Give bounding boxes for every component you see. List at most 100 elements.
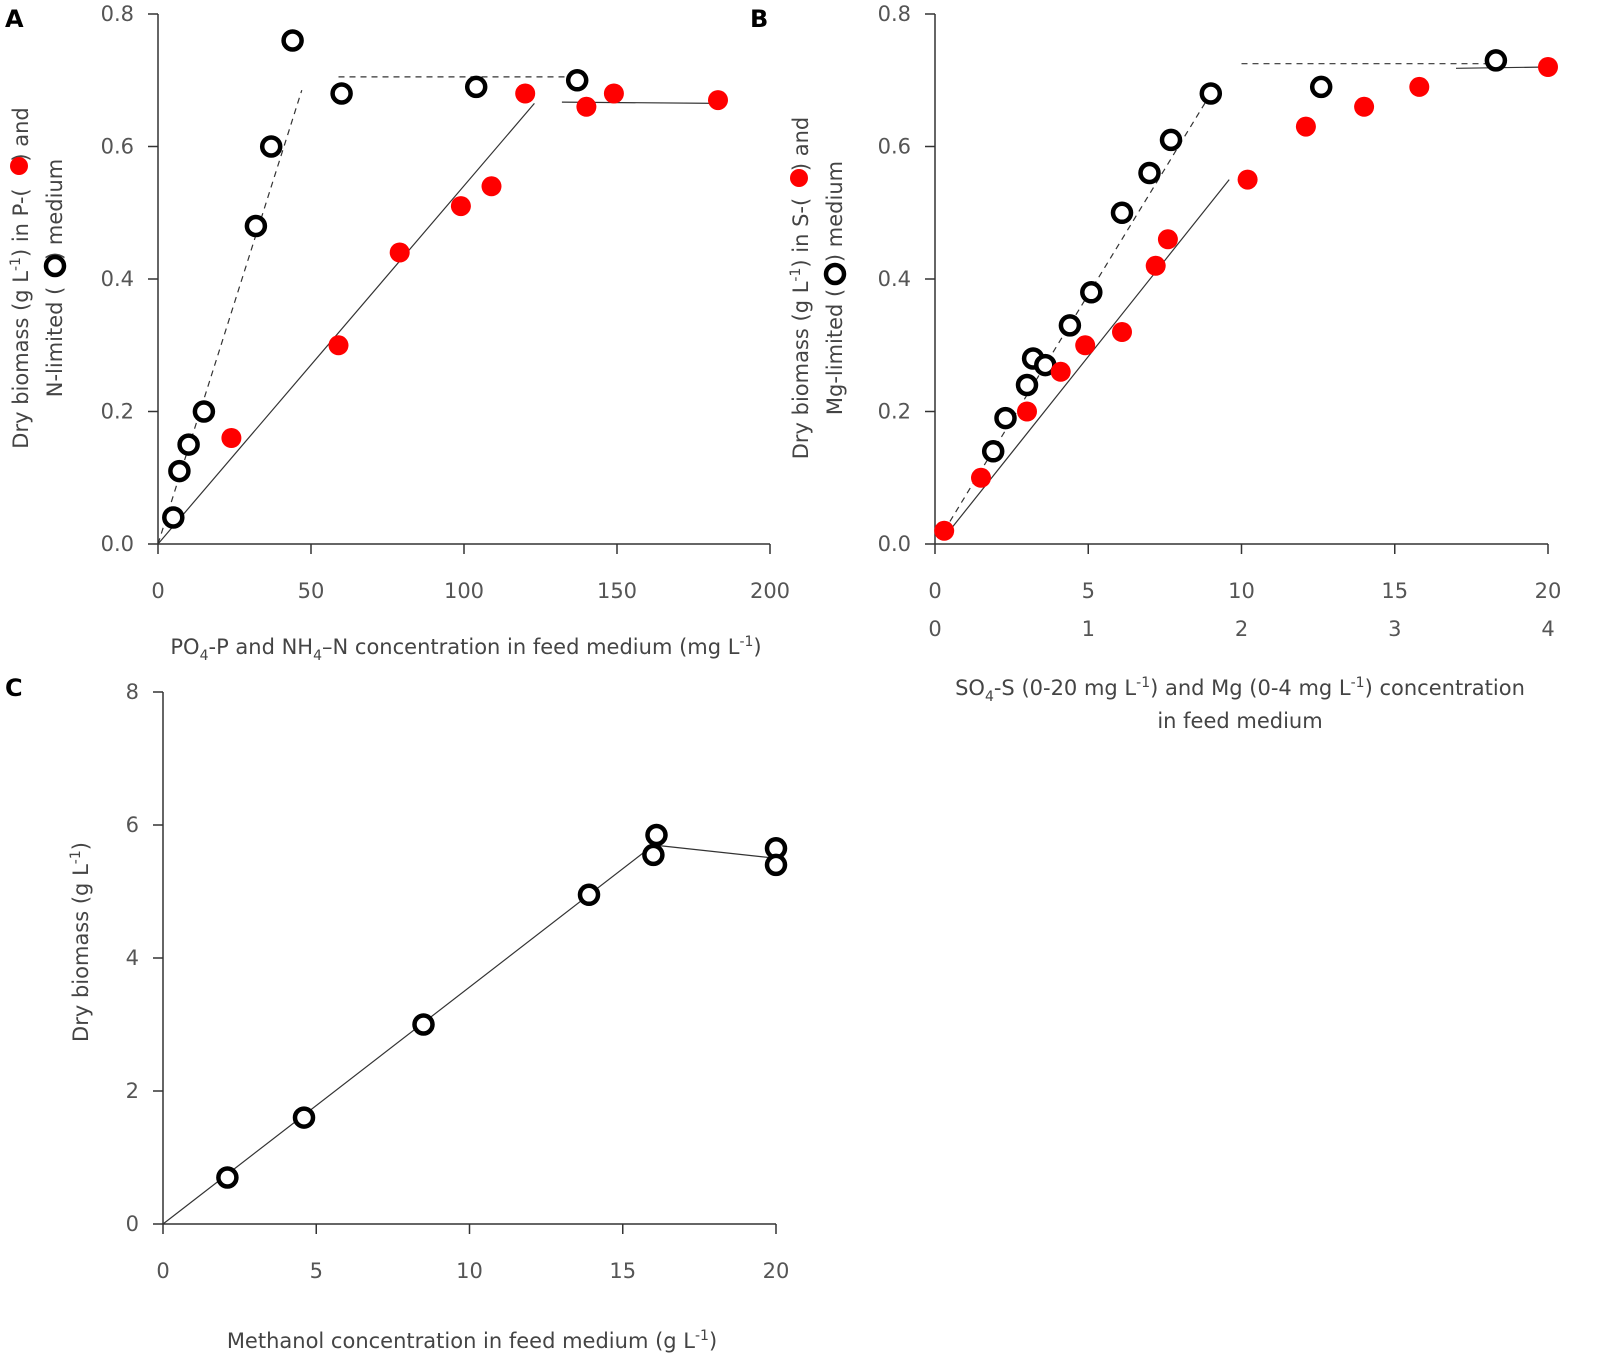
- panel-a-legend-filled-marker: [10, 157, 28, 175]
- panel-b-point-mg-limited: [1110, 201, 1134, 225]
- panel-b-point-s-limited: [1017, 401, 1037, 422]
- panel-a-point-p-limited: [221, 428, 242, 448]
- panel-b-x-axis-title-line1: SO4-S (0-20 mg L-1) and Mg (0-4 mg L-1) …: [955, 675, 1525, 705]
- panel-b-point-s-limited: [1237, 169, 1258, 190]
- panel-b-point-mg-limited: [1015, 373, 1039, 397]
- panel-c-y-tick-label: 0: [126, 1212, 139, 1236]
- svg-text:Dry biomass (g L-1): Dry biomass (g L-1): [68, 842, 93, 1042]
- panel-a-label: A: [5, 5, 24, 33]
- panel-c-point-dry-biomass: [292, 1106, 316, 1129]
- panel-b-y-tick-label: 0.0: [878, 532, 911, 556]
- panel-b-legend-filled-marker: [790, 169, 808, 187]
- panel-c-fit-line-solid: [653, 844, 777, 859]
- panel-b-x-tick-label-secondary: 3: [1388, 617, 1401, 641]
- svg-text:N-limited ( ) medium: N-limited ( ) medium: [43, 159, 67, 398]
- panel-b: B 0 0 5 1 10 2 15 3 20 4 0.0 0.2 0.4 0.6 0.8 SO4-S (0-…: [750, 2, 1561, 733]
- panel-b-y-tick-label: 0.2: [878, 400, 911, 424]
- panel-b-y-tick-label: 0.8: [878, 2, 911, 26]
- panel-b-x-tick-label: 20: [1535, 579, 1562, 603]
- panel-a-point-n-limited: [565, 69, 589, 92]
- panel-a: A 0 50 100 150 200 0.0 0.2 0.4 0.6 0.8 PO4-P and …: [5, 2, 790, 664]
- panel-a-x-tick-label: 150: [597, 579, 637, 603]
- panel-c-ticks: 0 5 10 15 20 0 2 4 6 8: [126, 680, 790, 1283]
- panel-c-y-tick-label: 2: [126, 1079, 139, 1103]
- panel-c-fit-line-solid: [162, 844, 654, 1225]
- panel-b-y-tick-label: 0.6: [878, 135, 911, 159]
- panel-a-point-n-limited: [281, 29, 304, 52]
- panel-a-y-tick-label: 0.8: [101, 2, 134, 26]
- svg-text:Mg-limited ( ) medium: Mg-limited ( ) medium: [823, 161, 847, 415]
- panel-b-point-mg-limited: [1199, 82, 1223, 105]
- panel-c-point-dry-biomass: [577, 883, 601, 907]
- panel-b-point-mg-limited: [994, 406, 1017, 430]
- panel-b-point-mg-limited: [1309, 75, 1333, 99]
- panel-b-point-s-limited: [971, 467, 991, 488]
- panel-c-x-tick-label: 15: [609, 1259, 636, 1283]
- panel-c-x-axis-title: Methanol concentration in feed medium (g…: [227, 1328, 717, 1353]
- panel-b-y-axis-title: Dry biomass (g L-1) in S-( ) and Mg-limi…: [788, 117, 847, 460]
- panel-a-x-tick-label: 100: [444, 579, 484, 603]
- panel-a-legend-open-marker: [43, 254, 67, 278]
- panel-c-x-tick-label: 10: [456, 1259, 483, 1283]
- panel-b-fit-line-solid: [943, 179, 1230, 538]
- panel-a-x-tick-label: 0: [151, 579, 164, 603]
- panel-a-point-p-limited: [708, 90, 728, 111]
- panel-a-point-p-limited: [328, 335, 349, 356]
- panel-b-point-s-limited: [1050, 361, 1071, 382]
- panel-c-y-axis-title: Dry biomass (g L-1): [68, 842, 93, 1042]
- panel-b-points: [934, 49, 1558, 541]
- panel-c-point-dry-biomass: [764, 853, 788, 877]
- panel-a-point-p-limited: [481, 176, 502, 197]
- panel-a-y-axis-title: Dry biomass (g L-1) in P-( ) and N-limit…: [8, 107, 67, 448]
- panel-a-point-n-limited: [330, 82, 353, 105]
- panel-a-x-tick-label: 200: [750, 579, 790, 603]
- panel-b-x-tick-label: 0: [928, 579, 941, 603]
- panel-c-fit-lines: [162, 844, 777, 1225]
- panel-c-point-dry-biomass: [645, 823, 668, 847]
- panel-a-point-p-limited: [515, 83, 536, 104]
- panel-a-point-n-limited: [464, 75, 488, 99]
- panel-a-point-n-limited: [244, 214, 268, 238]
- panel-a-y-tick-label: 0.4: [101, 267, 134, 291]
- panel-b-ticks: 0 0 5 1 10 2 15 3 20 4 0.0 0.2 0.4 0.6 0.8: [878, 2, 1562, 641]
- panel-b-point-mg-limited: [1484, 49, 1508, 72]
- panel-c-y-tick-label: 4: [126, 946, 139, 970]
- panel-c-x-tick-label: 20: [763, 1259, 790, 1283]
- panel-a-point-n-limited: [192, 400, 216, 423]
- panel-c-point-dry-biomass: [412, 1013, 435, 1036]
- panel-a-point-p-limited: [603, 83, 624, 104]
- panel-b-point-s-limited: [1075, 335, 1096, 356]
- panel-a-x-axis-title: PO4-P and NH4–N concentration in feed me…: [170, 634, 761, 664]
- svg-text:Dry biomass (g L-1) in P-(: Dry biomass (g L-1) in P-( ) and: [8, 107, 33, 448]
- panel-a-y-tick-label: 0.2: [101, 400, 134, 424]
- panel-b-point-s-limited: [1112, 322, 1132, 342]
- panel-b-point-mg-limited: [1138, 161, 1161, 185]
- panel-b-x-tick-label: 5: [1082, 579, 1095, 603]
- panel-b-point-s-limited: [1354, 96, 1375, 117]
- panel-b-point-mg-limited: [1058, 314, 1082, 337]
- panel-b-y-tick-label: 0.4: [878, 267, 911, 291]
- panel-b-x-tick-label-secondary: 2: [1235, 617, 1248, 641]
- panel-a-x-tick-label: 50: [298, 579, 325, 603]
- panel-b-point-s-limited: [1409, 76, 1430, 97]
- panel-b-point-mg-limited: [1159, 128, 1183, 152]
- panel-b-point-s-limited: [1538, 57, 1558, 77]
- panel-b-point-mg-limited: [1080, 281, 1103, 304]
- panel-c-x-tick-label: 0: [156, 1259, 169, 1283]
- panel-a-fit-line-solid: [157, 103, 535, 545]
- panel-c-y-tick-label: 6: [126, 813, 139, 837]
- panel-a-y-tick-label: 0.6: [101, 135, 134, 159]
- panel-c-x-tick-label: 5: [310, 1259, 323, 1283]
- panel-a-point-n-limited: [177, 433, 200, 456]
- panel-a-y-tick-label: 0.0: [101, 532, 134, 556]
- panel-c-points: [216, 823, 788, 1189]
- panel-b-label: B: [750, 5, 768, 33]
- panel-b-fit-lines: [943, 63, 1549, 538]
- panel-b-point-s-limited: [1157, 229, 1178, 250]
- panel-a-fit-lines: [157, 76, 719, 545]
- panel-a-point-p-limited: [389, 242, 410, 263]
- panel-a-point-p-limited: [576, 96, 597, 117]
- panel-c-y-tick-label: 8: [126, 680, 139, 704]
- panel-c-label: C: [5, 674, 23, 702]
- panel-b-point-mg-limited: [981, 440, 1005, 463]
